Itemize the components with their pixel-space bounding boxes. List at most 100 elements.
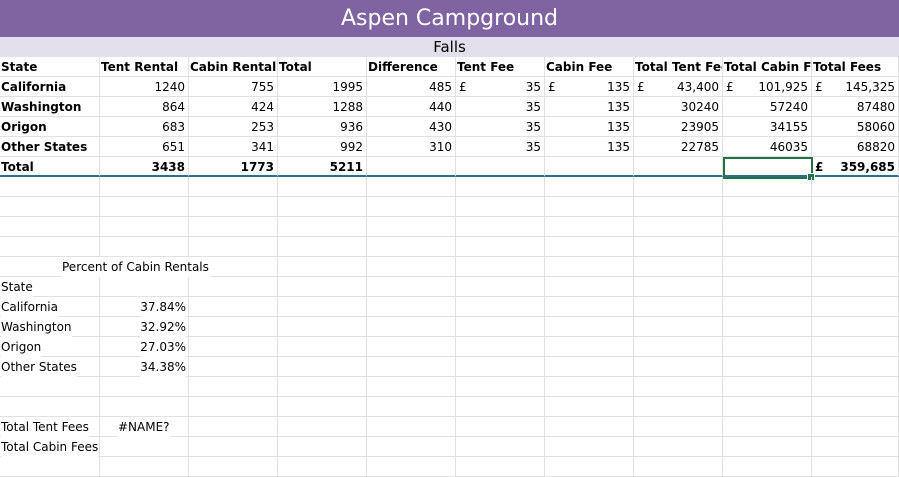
selected-cell[interactable]: [723, 157, 815, 181]
empty-cell[interactable]: [367, 277, 456, 297]
empty-cell[interactable]: [634, 317, 723, 337]
empty-cell[interactable]: [278, 377, 367, 397]
total-cabin[interactable]: 1773: [189, 157, 278, 177]
value-cell[interactable]: 1995: [278, 77, 367, 97]
empty-cell[interactable]: [189, 277, 278, 297]
empty-cell[interactable]: [278, 337, 367, 357]
value-cell[interactable]: 485: [367, 77, 456, 97]
value-cell[interactable]: 135: [545, 137, 634, 157]
empty-cell[interactable]: [100, 437, 189, 457]
empty-cell[interactable]: [812, 197, 899, 217]
empty-cell[interactable]: [456, 237, 545, 257]
value-cell[interactable]: 424: [189, 97, 278, 117]
empty-cell[interactable]: [812, 217, 899, 237]
column-header[interactable]: Cabin Fee: [545, 57, 634, 77]
column-header[interactable]: Total: [278, 57, 367, 77]
empty-cell[interactable]: [456, 417, 545, 437]
empty-cell[interactable]: [189, 297, 278, 317]
empty-cell[interactable]: [545, 297, 634, 317]
empty-cell[interactable]: [456, 197, 545, 217]
column-header[interactable]: Tent Fee: [456, 57, 545, 77]
state-cell[interactable]: California: [0, 77, 100, 97]
empty-cell[interactable]: [812, 297, 899, 317]
empty-cell[interactable]: [456, 357, 545, 377]
empty-cell[interactable]: [634, 337, 723, 357]
empty-cell[interactable]: [812, 457, 899, 477]
empty-cell[interactable]: [0, 277, 100, 297]
empty-cell[interactable]: [189, 217, 278, 237]
value-cell[interactable]: 58060: [812, 117, 899, 137]
empty-cell[interactable]: [189, 317, 278, 337]
empty-cell[interactable]: [0, 237, 100, 257]
empty-cell[interactable]: [278, 437, 367, 457]
empty-cell[interactable]: [723, 297, 812, 317]
value-cell[interactable]: 35: [456, 137, 545, 157]
value-cell[interactable]: 135: [545, 117, 634, 137]
empty-cell[interactable]: [189, 337, 278, 357]
empty-cell[interactable]: [812, 437, 899, 457]
empty-cell[interactable]: [545, 397, 634, 417]
value-cell[interactable]: 68820: [812, 137, 899, 157]
empty-cell[interactable]: [278, 237, 367, 257]
empty-cell[interactable]: [278, 197, 367, 217]
value-cell[interactable]: 1288: [278, 97, 367, 117]
total-tent[interactable]: 3438: [100, 157, 189, 177]
empty-cell[interactable]: [812, 337, 899, 357]
empty-cell[interactable]: [545, 457, 634, 477]
empty-cell[interactable]: [812, 257, 899, 277]
empty-cell[interactable]: [634, 217, 723, 237]
value-cell[interactable]: £135: [545, 77, 634, 97]
empty-cell[interactable]: [812, 177, 899, 197]
value-cell[interactable]: 253: [189, 117, 278, 137]
empty-cell[interactable]: [545, 417, 634, 437]
empty-cell[interactable]: [189, 257, 278, 277]
empty-cell[interactable]: [634, 357, 723, 377]
empty-cell[interactable]: [723, 437, 812, 457]
empty-cell[interactable]: [100, 177, 189, 197]
empty-cell[interactable]: [100, 397, 189, 417]
empty-cell[interactable]: [634, 457, 723, 477]
empty-cell[interactable]: [456, 437, 545, 457]
empty-cell[interactable]: [367, 337, 456, 357]
column-header[interactable]: Difference: [367, 57, 456, 77]
empty-cell[interactable]: [545, 217, 634, 237]
state-cell[interactable]: Other States: [0, 137, 100, 157]
empty-cell[interactable]: [367, 457, 456, 477]
empty-cell[interactable]: [545, 357, 634, 377]
column-header[interactable]: Tent Rental: [100, 57, 189, 77]
value-cell[interactable]: 341: [189, 137, 278, 157]
value-cell[interactable]: 135: [545, 97, 634, 117]
total-total[interactable]: 5211: [278, 157, 367, 177]
empty-cell[interactable]: [723, 197, 812, 217]
value-cell[interactable]: £35: [456, 77, 545, 97]
empty-cell[interactable]: [367, 217, 456, 237]
empty-cell[interactable]: [456, 377, 545, 397]
value-cell[interactable]: 683: [100, 117, 189, 137]
value-cell[interactable]: 35: [456, 97, 545, 117]
empty-cell[interactable]: [367, 397, 456, 417]
empty-cell[interactable]: [367, 257, 456, 277]
empty-cell[interactable]: [278, 297, 367, 317]
value-cell[interactable]: 35: [456, 117, 545, 137]
empty-cell[interactable]: [189, 237, 278, 257]
empty-cell[interactable]: [723, 397, 812, 417]
empty-cell[interactable]: [634, 417, 723, 437]
empty-cell[interactable]: [812, 317, 899, 337]
empty-cell[interactable]: [545, 177, 634, 197]
empty-cell[interactable]: [456, 277, 545, 297]
value-cell[interactable]: 430: [367, 117, 456, 137]
empty-cell[interactable]: [723, 237, 812, 257]
value-cell[interactable]: 57240: [723, 97, 812, 117]
empty-cell[interactable]: [723, 457, 812, 477]
empty-cell[interactable]: [634, 177, 723, 197]
empty-cell[interactable]: [812, 237, 899, 257]
value-cell[interactable]: 440: [367, 97, 456, 117]
empty-cell[interactable]: [278, 397, 367, 417]
empty-cell[interactable]: [456, 317, 545, 337]
empty-cell[interactable]: [545, 157, 634, 177]
empty-cell[interactable]: [367, 417, 456, 437]
empty-cell[interactable]: [367, 437, 456, 457]
empty-cell[interactable]: [100, 217, 189, 237]
empty-cell[interactable]: [634, 157, 723, 177]
empty-cell[interactable]: [723, 177, 812, 197]
